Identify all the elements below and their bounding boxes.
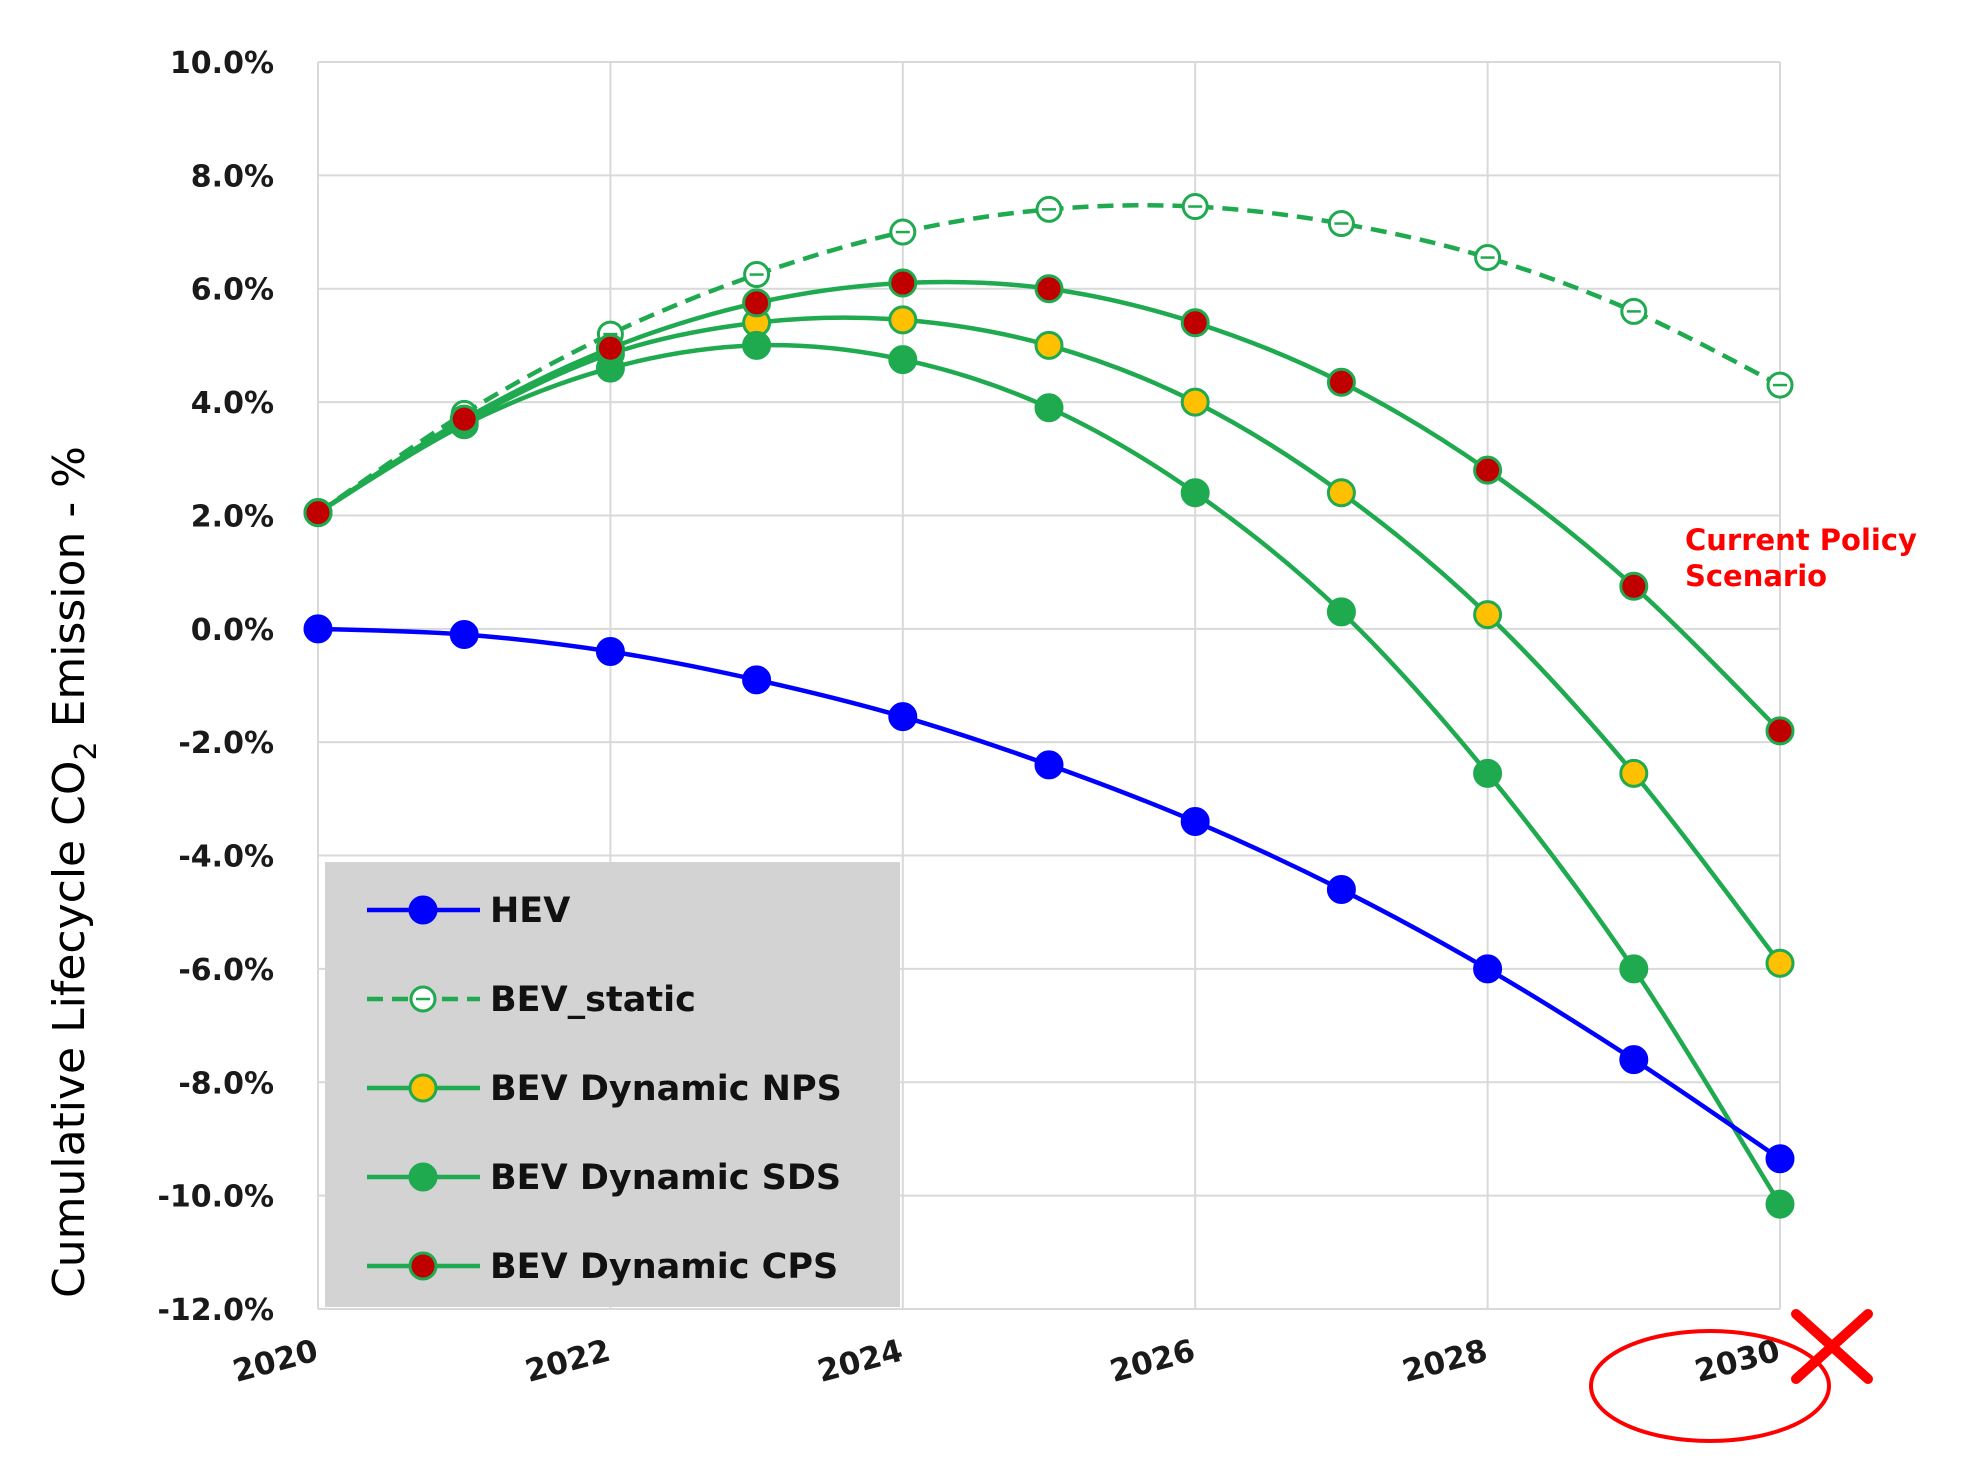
annotations: Current Policy Scenario [1685, 523, 1917, 593]
data-point-hev [1034, 750, 1064, 780]
highlight-ellipse [1589, 1329, 1831, 1443]
y-tick-label: -6.0% [178, 953, 274, 988]
legend: HEV BEV_static BEV Dynamic NPS BEV Dynamic … [325, 862, 900, 1307]
data-point-bev-dynamic-sds [1473, 758, 1503, 788]
legend-marker-bev-dynamic-cps [408, 1251, 438, 1281]
legend-entry-bev-static: BEV_static [367, 980, 696, 1020]
data-point-hev [303, 614, 333, 644]
data-point-hev [595, 636, 625, 666]
data-point-hev [1180, 807, 1210, 837]
y-tick-label: -2.0% [178, 726, 274, 761]
y-tick-label: 6.0% [191, 273, 274, 308]
data-point-hev [1765, 1144, 1795, 1174]
data-point-bev-dynamic-nps [1034, 330, 1064, 360]
y-tick-label: -12.0% [157, 1293, 274, 1328]
annotation-current-policy-scenario: Current Policy Scenario [1685, 523, 1917, 593]
y-tick-label: 0.0% [191, 613, 274, 648]
y-tick-label: -10.0% [157, 1180, 274, 1215]
series-bev-dynamic-cps [303, 268, 1795, 746]
data-point-bev-dynamic-sds [1619, 954, 1649, 984]
legend-entry-bev-dynamic-cps: BEV Dynamic CPS [367, 1247, 838, 1287]
data-point-hev [742, 665, 772, 695]
y-tick-label: -8.0% [178, 1066, 274, 1101]
data-point-bev-dynamic-nps [1473, 600, 1503, 630]
data-point-bev-dynamic-sds [1765, 1189, 1795, 1219]
data-point-bev-dynamic-sds [1180, 478, 1210, 508]
data-point-bev-dynamic-sds [742, 330, 772, 360]
series-layer [303, 193, 1795, 1219]
data-point-bev-dynamic-nps [888, 305, 918, 335]
data-point-bev-dynamic-cps [1765, 716, 1795, 746]
series-bev-dynamic-sds [303, 330, 1795, 1219]
data-point-bev-dynamic-cps [1619, 571, 1649, 601]
data-point-bev-dynamic-cps [888, 268, 918, 298]
legend-marker-hev [408, 895, 438, 925]
legend-label-hev: HEV [490, 891, 570, 931]
y-tick-label: 10.0% [170, 46, 274, 81]
legend-entry-bev-dynamic-sds: BEV Dynamic SDS [367, 1158, 841, 1198]
y-axis-title: Cumulative Lifecycle CO2 Emission - % [44, 446, 104, 1298]
data-point-bev-dynamic-sds [1326, 597, 1356, 627]
y-axis-label: Cumulative Lifecycle CO2 Emission - % [44, 446, 104, 1298]
data-point-bev-dynamic-nps [1765, 948, 1795, 978]
y-tick-label: 2.0% [191, 499, 274, 534]
series-line-bev-dynamic-sds [316, 342, 1782, 1206]
data-point-hev [1326, 875, 1356, 905]
data-point-bev-dynamic-cps [595, 333, 625, 363]
legend-marker-bev-dynamic-nps [408, 1073, 438, 1103]
data-point-hev [888, 702, 918, 732]
y-tick-label: -4.0% [178, 840, 274, 875]
data-point-bev-dynamic-nps [1326, 478, 1356, 508]
data-point-bev-dynamic-nps [1180, 387, 1210, 417]
series-line-bev-dynamic-nps [316, 315, 1782, 965]
data-point-bev-dynamic-cps [449, 404, 479, 434]
y-tick-label: 8.0% [191, 159, 274, 194]
legend-entry-hev: HEV [367, 891, 570, 931]
highlight-mark [1589, 1309, 1873, 1443]
legend-label-bev-static: BEV_static [490, 980, 696, 1020]
annotation-line: Current Policy [1685, 523, 1917, 557]
data-point-bev-dynamic-sds [1034, 393, 1064, 423]
data-point-hev [449, 619, 479, 649]
y-tick-label: 4.0% [191, 386, 274, 421]
annotation-line: Scenario [1685, 559, 1827, 593]
y-axis-tick-labels: 10.0% 8.0% 6.0% 4.0% 2.0% 0.0% -2.0% -4.0% -6.0%… [157, 46, 274, 1328]
data-point-hev [1619, 1045, 1649, 1075]
legend-entry-bev-dynamic-nps: BEV Dynamic NPS [367, 1069, 842, 1109]
data-point-bev-dynamic-cps [1180, 308, 1210, 338]
data-point-bev-dynamic-cps [1034, 274, 1064, 304]
highlight-cross-stroke [1791, 1309, 1873, 1384]
data-point-bev-dynamic-cps [742, 288, 772, 318]
data-point-hev [1473, 954, 1503, 984]
data-point-bev-dynamic-cps [1326, 367, 1356, 397]
series-hev [303, 614, 1795, 1174]
data-point-bev-dynamic-cps [303, 498, 333, 528]
legend-label-bev-dynamic-cps: BEV Dynamic CPS [490, 1247, 838, 1287]
legend-marker-bev-dynamic-sds [408, 1162, 438, 1192]
data-point-bev-dynamic-nps [1619, 758, 1649, 788]
data-point-bev-dynamic-sds [888, 345, 918, 375]
legend-label-bev-dynamic-sds: BEV Dynamic SDS [490, 1158, 841, 1198]
data-point-bev-dynamic-cps [1473, 455, 1503, 485]
legend-label-bev-dynamic-nps: BEV Dynamic NPS [490, 1069, 842, 1109]
